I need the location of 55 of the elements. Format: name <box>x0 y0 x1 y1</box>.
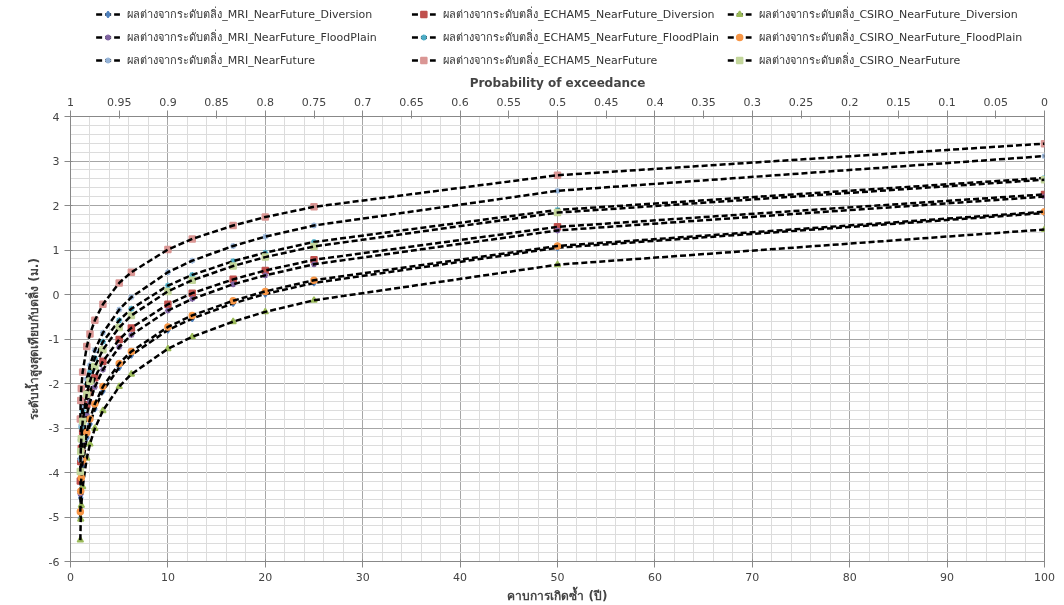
y-tick-label: -2 <box>48 377 60 391</box>
x2-tick-label: 0.6 <box>451 95 469 109</box>
x2-tick-label: 0.35 <box>691 95 716 109</box>
legend-label: ผลต่างจากระดับตลิ่ง_ECHAM5_NearFuture_FloodPlain <box>443 29 720 44</box>
x2-axis-title: Probability of exceedance <box>469 75 646 90</box>
x-tick-label: 90 <box>940 570 955 584</box>
legend-label: ผลต่างจากระดับตลิ่ง_CSIRO_NearFuture_Diversion <box>758 6 1018 21</box>
x-tick-label: 80 <box>842 570 857 584</box>
x2-tick-label: 0.55 <box>496 95 522 109</box>
y-tick-label: -4 <box>48 466 60 480</box>
x2-tick-label: 0.4 <box>646 95 664 109</box>
legend-label: ผลต่างจากระดับตลิ่ง_CSIRO_NearFuture_FloodPlain <box>758 29 1023 44</box>
x-tick-label: 60 <box>647 570 662 584</box>
legend-label: ผลต่างจากระดับตลิ่ง_CSIRO_NearFuture <box>758 52 961 67</box>
x2-tick-label: 0.65 <box>399 95 424 109</box>
x2-tick-label: 0.9 <box>159 95 177 109</box>
x2-tick-label: 0.75 <box>301 95 327 109</box>
x-tick-label: 50 <box>550 570 565 584</box>
legend-label: ผลต่างจากระดับตลิ่ง_ECHAM5_NearFuture_Diversion <box>443 6 715 21</box>
x-tick-label: 70 <box>745 570 760 584</box>
y-axis-title: ระดับน้ำสูงสุดเทียบกับตลิ่ง (ม.) <box>23 258 42 420</box>
legend-label: ผลต่างจากระดับตลิ่ง_ECHAM5_NearFuture <box>443 52 658 67</box>
x2-tick-label: 0.2 <box>840 95 859 109</box>
x2-tick-label: 0.7 <box>353 95 372 109</box>
x-tick-label: 0 <box>67 570 74 584</box>
legend-label: ผลต่างจากระดับตลิ่ง_MRI_NearFuture_FloodPlain <box>127 29 377 44</box>
x2-tick-label: 0.5 <box>548 95 567 109</box>
x-tick-label: 30 <box>355 570 370 584</box>
x-tick-label: 40 <box>453 570 468 584</box>
x-tick-label: 20 <box>258 570 273 584</box>
x2-tick-label: 0.1 <box>938 95 956 109</box>
x2-tick-label: 0.25 <box>788 95 814 109</box>
legend-label: ผลต่างจากระดับตลิ่ง_MRI_NearFuture <box>127 52 316 67</box>
y-tick-label: -3 <box>48 422 60 435</box>
x2-tick-label: 0.85 <box>204 95 229 109</box>
y-tick-label: -1 <box>48 333 60 346</box>
y-tick-label: 3 <box>52 155 60 168</box>
y-tick-label: 4 <box>52 110 60 124</box>
x-tick-label: 10 <box>160 570 175 584</box>
x2-tick-label: 1 <box>67 95 74 109</box>
x2-tick-label: 0.45 <box>593 95 619 109</box>
y-tick-label: -6 <box>48 555 60 569</box>
x2-tick-label: 0.8 <box>256 95 275 109</box>
y-tick-label: 2 <box>52 199 60 213</box>
x2-tick-label: 0.95 <box>106 95 132 109</box>
y-tick-label: 0 <box>52 288 60 302</box>
x-axis-title: คาบการเกิดซ้ำ (ปี) <box>507 585 608 603</box>
x-tick-label: 100 <box>1034 570 1055 584</box>
y-tick-label: -5 <box>48 511 60 524</box>
x2-tick-label: 0 <box>1041 95 1048 109</box>
x2-tick-label: 0.05 <box>983 95 1009 109</box>
x2-tick-label: 0.3 <box>743 95 762 109</box>
x2-tick-label: 0.15 <box>886 95 911 109</box>
y-tick-label: 1 <box>52 244 60 257</box>
legend-label: ผลต่างจากระดับตลิ่ง_MRI_NearFuture_Diversion <box>127 6 373 21</box>
